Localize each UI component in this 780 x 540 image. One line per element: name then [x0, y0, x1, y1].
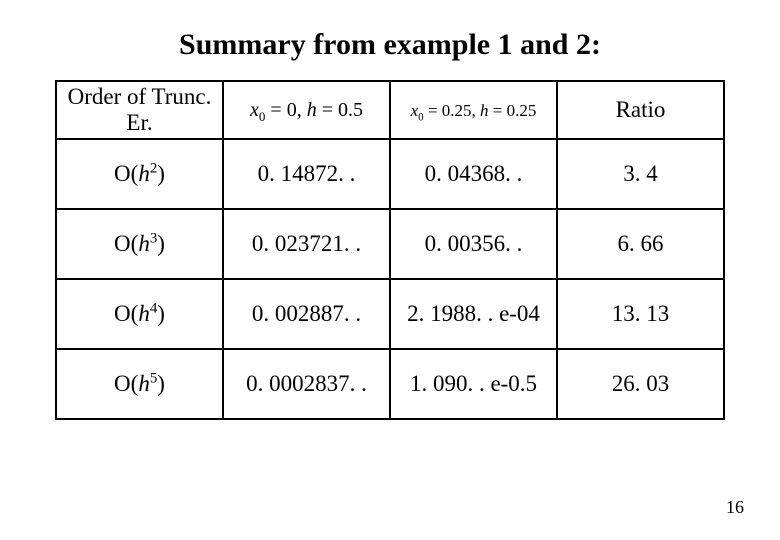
order-cell: O(h2) — [56, 139, 223, 209]
value1-cell: 0. 002887. . — [223, 279, 390, 349]
ratio-cell: 26. 03 — [557, 349, 724, 419]
table-row: O(h5) 0. 0002837. . 1. 090. . e-0.5 26. … — [56, 349, 724, 419]
table-row: O(h2) 0. 14872. . 0. 04368. . 3. 4 — [56, 139, 724, 209]
order-expr: O(h4) — [114, 301, 165, 326]
col2-h: 0.5 — [338, 99, 363, 121]
col1-header-text: Order of Trunc. Er. — [68, 84, 212, 135]
value2-cell: 0. 00356. . — [390, 209, 557, 279]
table-row: O(h4) 0. 002887. . 2. 1988. . e-04 13. 1… — [56, 279, 724, 349]
col3-header: x0 = 0.25, h = 0.25 — [390, 81, 557, 139]
slide: Summary from example 1 and 2: Order of T… — [0, 0, 780, 540]
value2-cell: 0. 04368. . — [390, 139, 557, 209]
slide-title: Summary from example 1 and 2: — [55, 28, 725, 62]
order-expr: O(h5) — [114, 371, 165, 396]
order-expr: O(h3) — [114, 231, 165, 256]
order-cell: O(h4) — [56, 279, 223, 349]
order-cell: O(h3) — [56, 209, 223, 279]
col4-header: Ratio — [557, 81, 724, 139]
ratio-cell: 3. 4 — [557, 139, 724, 209]
order-expr: O(h2) — [114, 161, 165, 186]
value1-cell: 0. 023721. . — [223, 209, 390, 279]
order-cell: O(h5) — [56, 349, 223, 419]
value1-cell: 0. 0002837. . — [223, 349, 390, 419]
table-header-row: Order of Trunc. Er. x0 = 0, h = 0.5 x0 =… — [56, 81, 724, 139]
page-number: 16 — [726, 497, 744, 518]
col3-x0: 0.25 — [442, 101, 472, 120]
col2-header: x0 = 0, h = 0.5 — [223, 81, 390, 139]
col1-header: Order of Trunc. Er. — [56, 81, 223, 139]
table-row: O(h3) 0. 023721. . 0. 00356. . 6. 66 — [56, 209, 724, 279]
ratio-cell: 6. 66 — [557, 209, 724, 279]
col3-h: 0.25 — [507, 101, 537, 120]
col2-params: x0 = 0, h = 0.5 — [250, 99, 363, 121]
value2-cell: 1. 090. . e-0.5 — [390, 349, 557, 419]
ratio-cell: 13. 13 — [557, 279, 724, 349]
col4-header-text: Ratio — [616, 97, 666, 122]
col3-params: x0 = 0.25, h = 0.25 — [411, 101, 537, 120]
value1-cell: 0. 14872. . — [223, 139, 390, 209]
col2-x0: 0 — [287, 99, 297, 121]
col2-x0-sub: 0 — [259, 109, 266, 124]
value2-cell: 2. 1988. . e-04 — [390, 279, 557, 349]
summary-table: Order of Trunc. Er. x0 = 0, h = 0.5 x0 =… — [55, 80, 725, 420]
